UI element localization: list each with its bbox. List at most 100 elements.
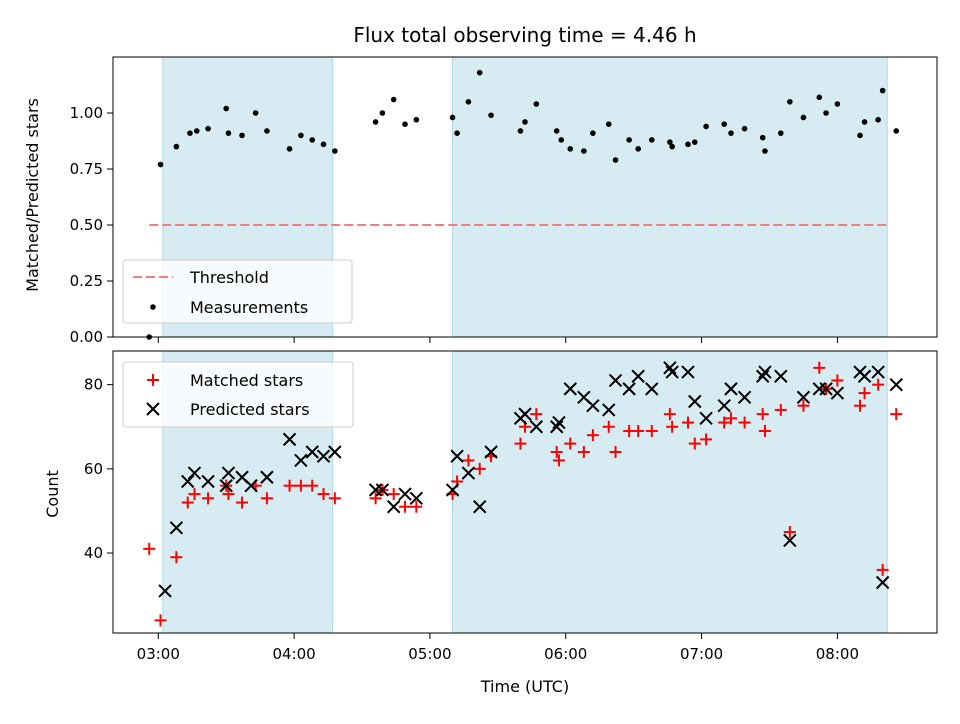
bottom-y-axis-label: Count <box>43 470 62 518</box>
measurement-point <box>252 110 259 116</box>
matched-star-point <box>154 614 167 627</box>
predicted-star-point <box>819 382 833 396</box>
matched-star-point <box>170 551 183 564</box>
measurement-point <box>223 105 229 112</box>
measurement-point <box>488 112 494 119</box>
matched-star-point <box>462 454 475 467</box>
bottom-legend-box <box>122 361 354 428</box>
measurement-point <box>187 130 193 136</box>
predicted-star-point <box>830 386 845 400</box>
measurement-point <box>741 125 748 132</box>
predicted-star-point <box>889 377 903 392</box>
matched-star-point <box>872 378 885 391</box>
predicted-star-point <box>857 369 872 383</box>
measurement-point <box>861 119 868 125</box>
bottom-shaded-intervals <box>162 350 888 634</box>
measurement-point <box>465 99 472 105</box>
top-x-ticks <box>157 337 838 343</box>
measurement-point <box>834 101 841 107</box>
matched-star-point <box>700 433 713 446</box>
measurement-point <box>893 128 900 134</box>
matched-star-point <box>294 479 307 492</box>
measurement-point <box>193 128 200 134</box>
matched-star-points <box>143 361 903 627</box>
x-axis-label: Time (UTC) <box>480 677 569 696</box>
predicted-star-point <box>665 365 679 379</box>
matched-star-point <box>876 563 889 576</box>
measurement-point <box>605 121 612 127</box>
matched-star-point <box>609 446 622 459</box>
y-tick-label: 0.50 <box>70 216 103 234</box>
predicted-star-point <box>783 533 797 548</box>
measurement-point <box>778 130 784 136</box>
y-tick-label: 40 <box>84 544 103 562</box>
measurement-point <box>372 119 379 125</box>
predicted-star-point <box>484 445 498 459</box>
measurement-point <box>402 121 408 127</box>
legend-matched-swatch <box>147 374 159 386</box>
top-axes-frame <box>112 56 938 338</box>
measurement-point <box>612 157 619 163</box>
measurement-point <box>879 87 886 94</box>
measurement-point <box>264 128 270 134</box>
matched-star-point <box>632 424 645 437</box>
predicted-star-point <box>282 432 297 447</box>
matched-star-point <box>758 424 771 437</box>
predicted-star-point <box>699 411 713 426</box>
predicted-star-point <box>681 365 695 379</box>
matched-star-point <box>783 525 796 538</box>
measurement-point <box>857 132 863 139</box>
measurement-point <box>320 141 327 148</box>
measurement-point <box>669 143 675 150</box>
y-tick-label: 80 <box>84 376 103 394</box>
predicted-star-point <box>602 403 616 417</box>
matched-star-point <box>564 437 577 450</box>
measurement-point <box>691 139 698 145</box>
predicted-star-point <box>518 407 532 421</box>
matched-star-point <box>399 500 412 513</box>
x-tick-label: 04:00 <box>272 645 315 663</box>
matched-star-point <box>577 446 590 459</box>
predicted-star-point <box>305 445 319 459</box>
x-tick-label: 06:00 <box>544 645 587 663</box>
top-legend: Threshold Measurements <box>122 259 353 324</box>
matched-star-point <box>718 416 731 429</box>
predicted-star-point <box>409 491 424 506</box>
predicted-star-point <box>622 382 636 396</box>
matched-star-point <box>283 479 296 492</box>
measurement-points <box>146 69 900 340</box>
measurement-point <box>635 146 641 152</box>
measurement-point <box>298 132 304 139</box>
measurement-point <box>517 128 524 134</box>
matched-star-point <box>188 488 201 501</box>
matched-star-point <box>890 408 903 421</box>
measurement-point <box>309 137 316 143</box>
measurement-point <box>667 139 673 145</box>
legend-measurements-swatch <box>150 304 156 310</box>
matched-star-point <box>858 387 871 400</box>
measurement-point <box>173 143 180 150</box>
bottom-axes-frame <box>112 350 938 634</box>
predicted-star-point <box>608 373 623 388</box>
measurement-point <box>390 96 397 103</box>
predicted-star-point <box>875 575 890 590</box>
matched-star-point <box>143 542 156 555</box>
measurement-point <box>648 137 655 143</box>
matched-star-point <box>317 488 330 501</box>
matched-star-point <box>550 446 563 459</box>
predicted-star-point <box>450 449 464 463</box>
predicted-star-point <box>529 420 544 434</box>
predicted-star-point <box>180 474 195 489</box>
predicted-star-point <box>774 369 788 383</box>
measurement-point <box>413 116 420 123</box>
measurement-point <box>590 130 596 136</box>
legend-predicted-label: Predicted stars <box>190 400 310 419</box>
y-tick-label: 1.00 <box>70 104 103 122</box>
predicted-star-point <box>158 584 172 598</box>
measurement-point <box>205 125 211 132</box>
measurement-point <box>553 128 560 134</box>
predicted-star-point <box>755 369 770 383</box>
matched-star-point <box>797 399 810 412</box>
predicted-star-point <box>549 420 564 434</box>
legend-measurements-label: Measurements <box>190 298 308 317</box>
